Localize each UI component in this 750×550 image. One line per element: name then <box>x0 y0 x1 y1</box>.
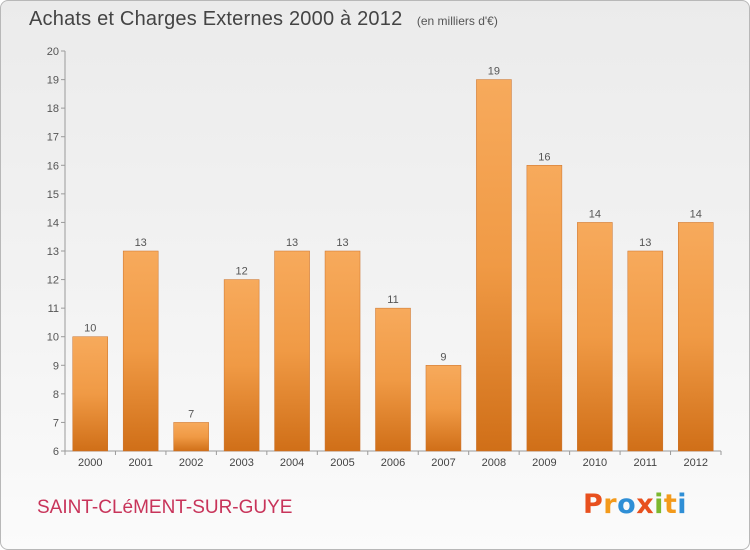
y-tick-label: 8 <box>53 389 59 401</box>
data-label: 9 <box>440 351 446 363</box>
logo-letter: P <box>583 489 604 520</box>
x-tick-label: 2003 <box>229 457 253 469</box>
y-tick-label: 12 <box>47 275 59 287</box>
data-label: 7 <box>188 408 194 420</box>
x-tick-label: 2011 <box>633 457 657 469</box>
bar-2001 <box>122 250 159 452</box>
bar-2006 <box>375 307 411 452</box>
commune-name: SAINT-CLéMENT-SUR-GUYE <box>37 497 293 518</box>
x-tick-label: 2004 <box>280 457 304 469</box>
x-tick-label: 2002 <box>179 457 203 469</box>
logo-letter: r <box>603 489 618 520</box>
x-tick-label: 2012 <box>684 457 708 469</box>
bar-2009 <box>526 165 563 452</box>
y-tick-label: 20 <box>47 46 59 58</box>
bar-2011 <box>627 250 664 452</box>
y-tick-label: 16 <box>47 160 59 172</box>
bar-2000 <box>72 336 108 452</box>
data-label: 16 <box>538 151 550 163</box>
data-label: 10 <box>84 323 96 335</box>
y-tick-label: 7 <box>53 417 59 429</box>
x-tick-label: 2010 <box>583 457 607 469</box>
data-label: 14 <box>690 208 702 220</box>
bar-2003 <box>223 279 260 452</box>
data-label: 14 <box>589 208 601 220</box>
x-tick-label: 2006 <box>381 457 405 469</box>
y-tick-label: 18 <box>47 103 59 115</box>
x-tick-label: 2009 <box>532 457 556 469</box>
y-tick-label: 19 <box>47 75 59 87</box>
bar-2012 <box>678 222 714 452</box>
chart-unit: (en milliers d'€) <box>416 14 498 28</box>
x-tick-label: 2007 <box>431 457 455 469</box>
y-tick-label: 17 <box>47 132 59 144</box>
bar-2008 <box>476 79 512 452</box>
logo-letter: i <box>677 489 688 520</box>
bar-2002 <box>173 422 209 452</box>
logo-letter: t <box>663 489 678 520</box>
y-tick-label: 9 <box>53 360 59 372</box>
y-tick-label: 6 <box>53 446 59 458</box>
x-tick-label: 2005 <box>330 457 354 469</box>
bar-2005 <box>324 250 361 452</box>
x-tick-label: 2000 <box>78 457 102 469</box>
data-label: 12 <box>235 266 247 278</box>
data-label: 13 <box>639 237 651 249</box>
logo-letter: x <box>636 489 655 520</box>
logo-letter: i <box>654 489 664 520</box>
x-tick-label: 2001 <box>128 457 152 469</box>
data-label: 13 <box>336 237 348 249</box>
bar-2004 <box>274 250 310 452</box>
data-label: 13 <box>286 237 298 249</box>
logo-letter: o <box>617 489 637 520</box>
y-tick-label: 14 <box>47 217 59 229</box>
y-tick-label: 10 <box>47 332 59 344</box>
chart-title: Achats et Charges Externes 2000 à 2012 <box>29 8 403 30</box>
data-label: 11 <box>387 294 398 306</box>
data-label: 19 <box>488 66 500 78</box>
title-row: Achats et Charges Externes 2000 à 2012 (… <box>29 8 498 31</box>
bar-2007 <box>425 365 462 452</box>
y-tick-label: 11 <box>48 303 59 315</box>
x-tick-label: 2008 <box>482 457 506 469</box>
bar-2010 <box>577 222 613 452</box>
data-label: 13 <box>135 237 147 249</box>
y-tick-label: 15 <box>47 189 59 201</box>
y-tick-label: 13 <box>47 246 59 258</box>
proxiti-logo: Proxiti <box>583 489 687 520</box>
